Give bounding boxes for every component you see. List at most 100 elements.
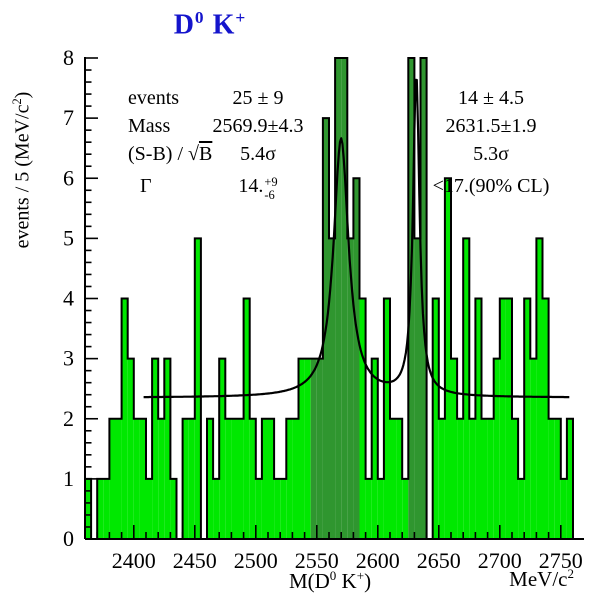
histogram-bin <box>194 238 201 539</box>
histogram-bin <box>139 418 146 539</box>
sqrt-b: B <box>198 143 213 165</box>
x-tick-label: 2550 <box>295 548 339 573</box>
histogram-bin <box>207 418 214 539</box>
fit-curve <box>143 78 570 399</box>
histogram-bin <box>127 358 134 539</box>
histogram-bin <box>499 298 506 539</box>
gamma-error-down: -6 <box>264 188 275 202</box>
x-tick-label: 2700 <box>478 548 522 573</box>
x-tick-label: 2650 <box>417 548 461 573</box>
histogram-bin <box>97 478 104 539</box>
x-title-close: ) <box>364 569 372 593</box>
stats-label-significance: (S-B) / √B <box>128 143 278 166</box>
histogram-bin <box>524 298 531 539</box>
histogram-bin <box>505 298 512 539</box>
histogram-bin <box>359 298 366 539</box>
title-d: D <box>173 9 195 41</box>
x-title-sup2: + <box>356 568 365 583</box>
histogram-bin <box>512 418 519 539</box>
histogram-bin <box>432 298 439 539</box>
y-title-sup: 2 <box>10 98 24 105</box>
histogram-bin <box>554 418 561 539</box>
histogram-bin <box>268 418 275 539</box>
gamma-value: 14. <box>238 175 264 197</box>
histogram-bin <box>560 478 567 539</box>
y-tick-label: 2 <box>63 406 74 431</box>
histogram-bin <box>530 358 537 539</box>
stats-events-peak1: 25 ± 9 <box>232 87 284 109</box>
histogram-bin <box>225 418 232 539</box>
histogram-bin <box>188 418 195 539</box>
x-tick-label: 2600 <box>356 548 400 573</box>
histogram-bin <box>213 478 220 539</box>
histogram-bin <box>548 418 555 539</box>
histogram-bin <box>542 298 549 539</box>
y-tick-label: 3 <box>63 346 74 371</box>
stats-row-significance: (S-B) / √B 5.4σ 5.3σ <box>0 143 600 169</box>
y-tick-label: 5 <box>63 225 74 250</box>
histogram-bin <box>219 358 226 539</box>
histogram-bin <box>243 298 250 539</box>
histogram-bin <box>85 478 92 539</box>
x-axis-unit: MeV/c2 <box>462 566 574 592</box>
histogram-bin <box>158 418 165 539</box>
histogram-bin <box>451 358 458 539</box>
histogram-bin <box>255 478 262 539</box>
signal-region-bin <box>420 58 427 539</box>
y-title-text: events / 5 (MeV/c <box>11 104 34 249</box>
y-tick-label: 1 <box>63 466 74 491</box>
histogram-bin <box>475 298 482 539</box>
histogram-outline <box>84 57 574 540</box>
histogram-bin <box>463 238 470 539</box>
histogram-bin <box>286 418 293 539</box>
histogram-bin <box>261 418 268 539</box>
histogram-bin <box>396 418 403 539</box>
histogram-bin <box>383 298 390 539</box>
histogram-bin <box>390 418 397 539</box>
gamma-error-up: +9 <box>264 174 278 189</box>
stats-row-width: Γ 14. +9 -6 <17.(90% CL) <box>0 175 600 202</box>
y-axis-title: events / 5 (MeV/c2) <box>10 39 34 301</box>
x-unit-text: MeV/c <box>509 567 568 591</box>
histogram-bin <box>457 418 464 539</box>
histogram-bin <box>493 358 500 539</box>
histogram-bin <box>109 418 116 539</box>
histogram-bin <box>249 418 256 539</box>
x-tick-label: 2500 <box>234 548 278 573</box>
histogram-bin <box>182 418 189 539</box>
x-title-k: K <box>336 569 357 593</box>
histogram-bin <box>115 418 122 539</box>
stats-mass-peak2: 2631.5±1.9 <box>445 115 537 137</box>
histogram-bin <box>371 358 378 539</box>
histogram-bin <box>146 478 153 539</box>
stats-significance-peak1: 5.4σ <box>240 143 276 165</box>
signal-region-bin <box>341 58 348 539</box>
y-title-close: ) <box>11 91 34 99</box>
histogram-bin <box>536 238 543 539</box>
signal-region-bin <box>335 58 342 539</box>
histogram-bin <box>481 418 488 539</box>
histogram-bin <box>365 478 372 539</box>
x-tick-label: 2750 <box>539 548 583 573</box>
x-title-m: M(D <box>288 569 330 593</box>
stats-label-gamma: Γ <box>140 175 152 197</box>
y-tick-label: 7 <box>63 105 74 130</box>
histogram-bin <box>444 178 451 539</box>
histogram-bin <box>164 358 171 539</box>
stats-label-events: events <box>128 87 180 109</box>
gamma-errors: +9 -6 <box>264 174 278 202</box>
sqrt-sign: (S-B) / √ <box>128 143 199 165</box>
signal-region-bin <box>316 358 323 539</box>
histogram-bin <box>152 358 159 539</box>
histogram-bin <box>438 418 445 539</box>
histogram-bin <box>304 358 311 539</box>
stats-width-peak1: 14. +9 -6 <box>196 175 320 202</box>
histogram-bin <box>292 418 299 539</box>
stats-row-mass: Mass 2569.9±4.3 2631.5±1.9 <box>0 115 600 141</box>
histogram-bin <box>298 358 305 539</box>
signal-region-bin <box>414 238 421 539</box>
histogram-bin <box>487 418 494 539</box>
histogram-bin <box>566 418 573 539</box>
